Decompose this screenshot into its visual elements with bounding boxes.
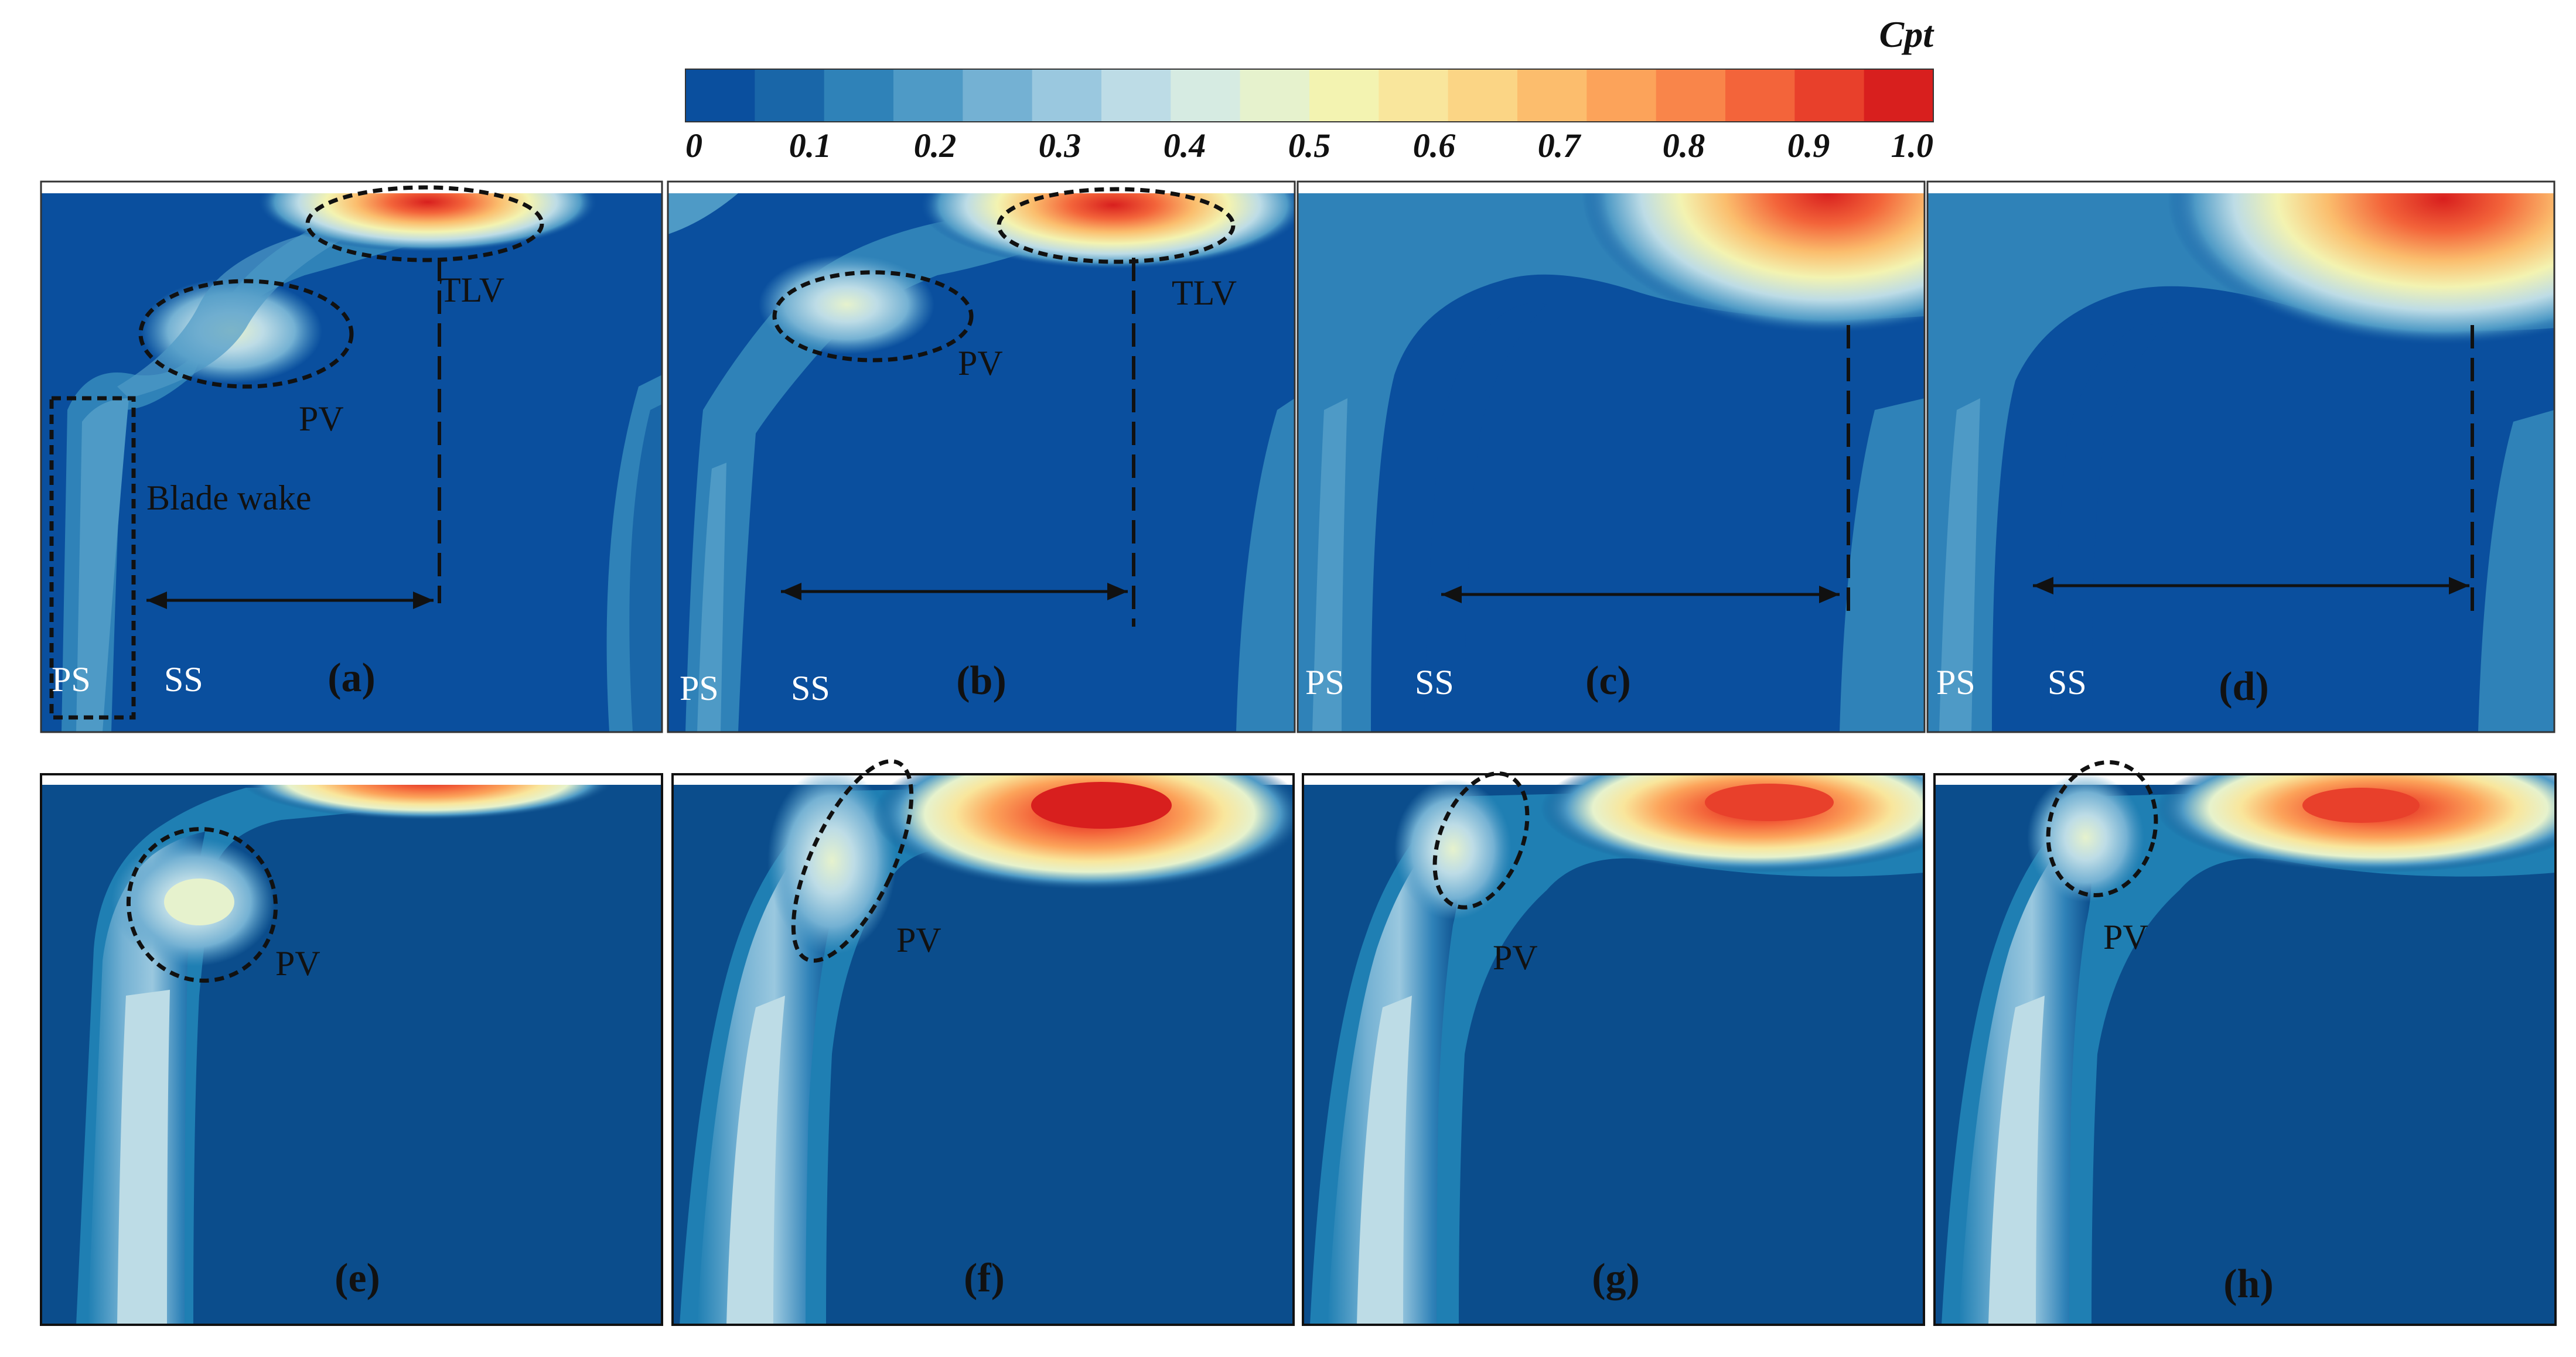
colorbar-swatch xyxy=(1586,69,1657,122)
colorbar-swatch xyxy=(1101,69,1172,122)
pv-outline xyxy=(791,759,914,963)
colorbar-swatch xyxy=(685,69,756,122)
pv-label: PV xyxy=(2103,918,2148,956)
colorbar-swatch xyxy=(1379,69,1449,122)
colorbar-swatch xyxy=(963,69,1033,122)
panel-label: (f) xyxy=(964,1256,1005,1301)
colorbar-frame xyxy=(685,69,1934,122)
colorbar-swatch xyxy=(1171,69,1241,122)
panel-label: (g) xyxy=(1592,1256,1640,1301)
tlv-outline xyxy=(997,187,1236,264)
colorbar-tick-label: 0.4 xyxy=(1164,127,1206,165)
ps-label: PS xyxy=(1305,663,1345,702)
ps-label: PS xyxy=(680,669,719,707)
panel-e: PV (e) xyxy=(40,773,663,1326)
colorbar-tick-label: 0.3 xyxy=(1039,127,1081,165)
panel-h: PV (h) xyxy=(1933,760,2557,1326)
ss-label: SS xyxy=(2048,663,2087,702)
tlv-label: TLV xyxy=(439,271,504,309)
blade-wake-outline xyxy=(49,396,136,720)
colorbar-swatch xyxy=(1864,69,1934,122)
colorbar-title: Cpt xyxy=(1879,13,1935,55)
pv-outline xyxy=(126,827,278,983)
colorbar-swatch xyxy=(1032,69,1102,122)
colorbar-swatch xyxy=(1794,69,1865,122)
colorbar-tick-label: 0.6 xyxy=(1413,127,1456,165)
pv-label: PV xyxy=(1493,938,1538,977)
panel-label: (h) xyxy=(2223,1262,2274,1307)
colorbar-tick-label: 0.1 xyxy=(789,127,832,165)
colorbar-swatch xyxy=(1309,69,1380,122)
pv-outline xyxy=(138,279,354,389)
colorbar-tick-label: 0.9 xyxy=(1787,127,1830,165)
pv-outline xyxy=(772,270,974,363)
colorbar-tick-label: 0.7 xyxy=(1538,127,1582,165)
tlv-outline xyxy=(305,185,544,262)
pv-label: PV xyxy=(896,921,941,959)
pv-label: PV xyxy=(299,399,344,438)
pv-label: PV xyxy=(275,944,320,983)
ps-label: PS xyxy=(1936,663,1975,702)
panel-label: (a) xyxy=(327,655,376,700)
ss-label: SS xyxy=(164,660,203,699)
panel-f: PV (f) xyxy=(671,759,1295,1326)
colorbar-swatch xyxy=(1517,69,1588,122)
colorbar-tick-label: 0 xyxy=(685,127,702,165)
colorbar-swatch xyxy=(755,69,825,122)
colorbar-swatch xyxy=(824,69,894,122)
colorbar-tick-label: 0.2 xyxy=(914,127,957,165)
panel-c: PS SS (c) xyxy=(1296,180,1926,733)
panel-d: PS SS (d) xyxy=(1926,180,2555,733)
pv-label: PV xyxy=(958,344,1003,382)
ss-label: SS xyxy=(791,669,830,707)
colorbar-swatch xyxy=(1240,69,1310,122)
colorbar-swatches xyxy=(685,69,1934,122)
panel-label: (b) xyxy=(956,658,1006,703)
colorbar: Cpt 0 0.1 0.2 0.3 0.4 0.5 0.6 0.7 0.8 0.9 1.0 xyxy=(685,13,1934,165)
colorbar-swatch xyxy=(893,69,964,122)
panel-label: (c) xyxy=(1585,658,1631,703)
ss-label: SS xyxy=(1415,663,1454,702)
panel-b: TLV PV PS SS (b) xyxy=(667,180,1296,733)
colorbar-swatch xyxy=(1448,69,1518,122)
pv-outline xyxy=(2046,760,2158,897)
panel-label: (e) xyxy=(335,1256,380,1301)
colorbar-tick-label: 0.5 xyxy=(1288,127,1331,165)
colorbar-ticks: 0 0.1 0.2 0.3 0.4 0.5 0.6 0.7 0.8 0.9 1.0 xyxy=(685,127,1933,165)
colorbar-tick-label: 0.8 xyxy=(1663,127,1705,165)
panel-g: PV (g) xyxy=(1302,771,1925,1326)
panel-a: TLV PV Blade wake PS SS (a) xyxy=(40,180,663,733)
blade-wake-label: Blade wake xyxy=(146,478,312,517)
ps-label: PS xyxy=(52,660,91,699)
colorbar-swatch xyxy=(1656,69,1726,122)
tlv-label: TLV xyxy=(1172,274,1237,312)
colorbar-swatch xyxy=(1725,69,1796,122)
pv-outline xyxy=(1432,771,1530,910)
colorbar-tick-label: 1.0 xyxy=(1891,127,1934,165)
panel-label: (d) xyxy=(2219,664,2269,709)
